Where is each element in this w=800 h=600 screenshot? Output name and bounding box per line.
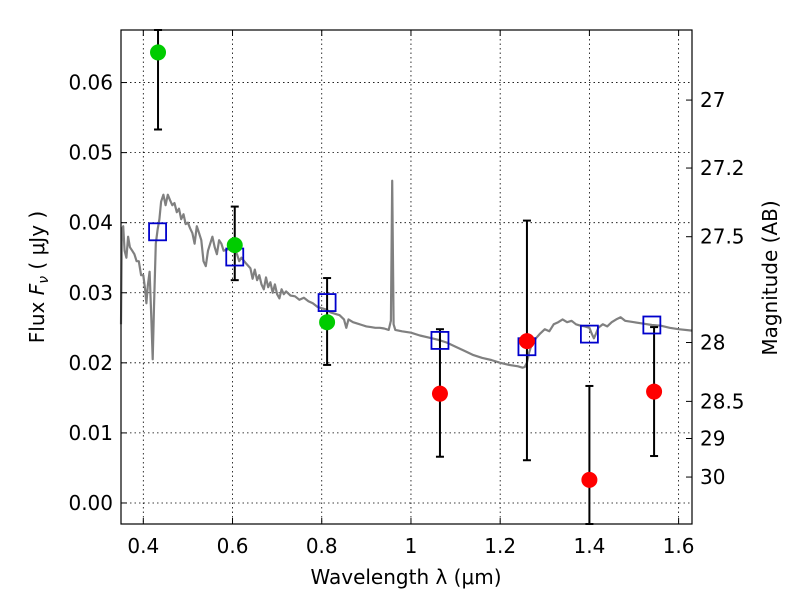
y2-axis-label: Magnitude (AB)	[758, 200, 782, 355]
x-tick-label: 1	[405, 534, 418, 558]
model-photometry-square	[642, 315, 662, 335]
y2-tick-label: 28.5	[700, 389, 745, 413]
observed-upper-limit-point	[581, 471, 598, 488]
y-tick-label: 0.03	[68, 281, 113, 305]
model-photometry-layer	[148, 222, 662, 357]
x-axis-label: Wavelength λ (μm)	[310, 565, 501, 589]
grid-lines	[121, 30, 692, 524]
x-tick-label: 0.4	[127, 534, 159, 558]
x-tick-label: 1.6	[663, 534, 695, 558]
y2-tick-label: 29	[700, 427, 725, 451]
y-tick-label: 0.02	[68, 351, 113, 375]
y-axis-label: Flux Fν ( μJy )	[25, 211, 52, 343]
model-spectrum-layer	[119, 179, 693, 369]
observed-detection-point	[319, 314, 336, 331]
tick-labels: 0.4 0.6 0.8 1 1.2 1.4 1.6 0.00 0.01 0.02 0.03 0.04 0…	[68, 71, 744, 558]
y2-tick-label: 30	[700, 465, 725, 489]
y-tick-label: 0.04	[68, 211, 113, 235]
model-photometry-square	[430, 331, 450, 350]
y-tick-label: 0.00	[68, 491, 113, 515]
y2-tick-label: 27	[700, 88, 725, 112]
model-photometry-square	[317, 293, 337, 312]
observed-upper-limit-point	[431, 385, 448, 402]
model-photometry-square	[148, 222, 167, 242]
x-tick-label: 0.8	[306, 534, 338, 558]
observed-detection-point	[150, 44, 167, 61]
axis-ticks	[121, 30, 692, 524]
y2-tick-label: 28	[700, 331, 725, 355]
x-tick-label: 1.2	[484, 534, 516, 558]
observed-points-layer	[150, 44, 663, 488]
model-photometry-square	[579, 324, 599, 344]
y-tick-label: 0.06	[68, 71, 113, 95]
y-tick-label: 0.01	[68, 421, 113, 445]
y2-tick-label: 27.2	[700, 156, 745, 180]
x-tick-label: 0.6	[217, 534, 249, 558]
model-spectrum-line	[119, 179, 693, 369]
y-tick-label: 0.05	[68, 141, 113, 165]
plot-frame	[120, 29, 693, 525]
observed-upper-limit-point	[518, 333, 535, 350]
error-bar-layer	[154, 29, 659, 525]
y2-tick-label: 27.5	[700, 225, 745, 249]
observed-upper-limit-point	[646, 383, 663, 400]
x-tick-label: 1.4	[573, 534, 605, 558]
observed-detection-point	[226, 237, 243, 254]
